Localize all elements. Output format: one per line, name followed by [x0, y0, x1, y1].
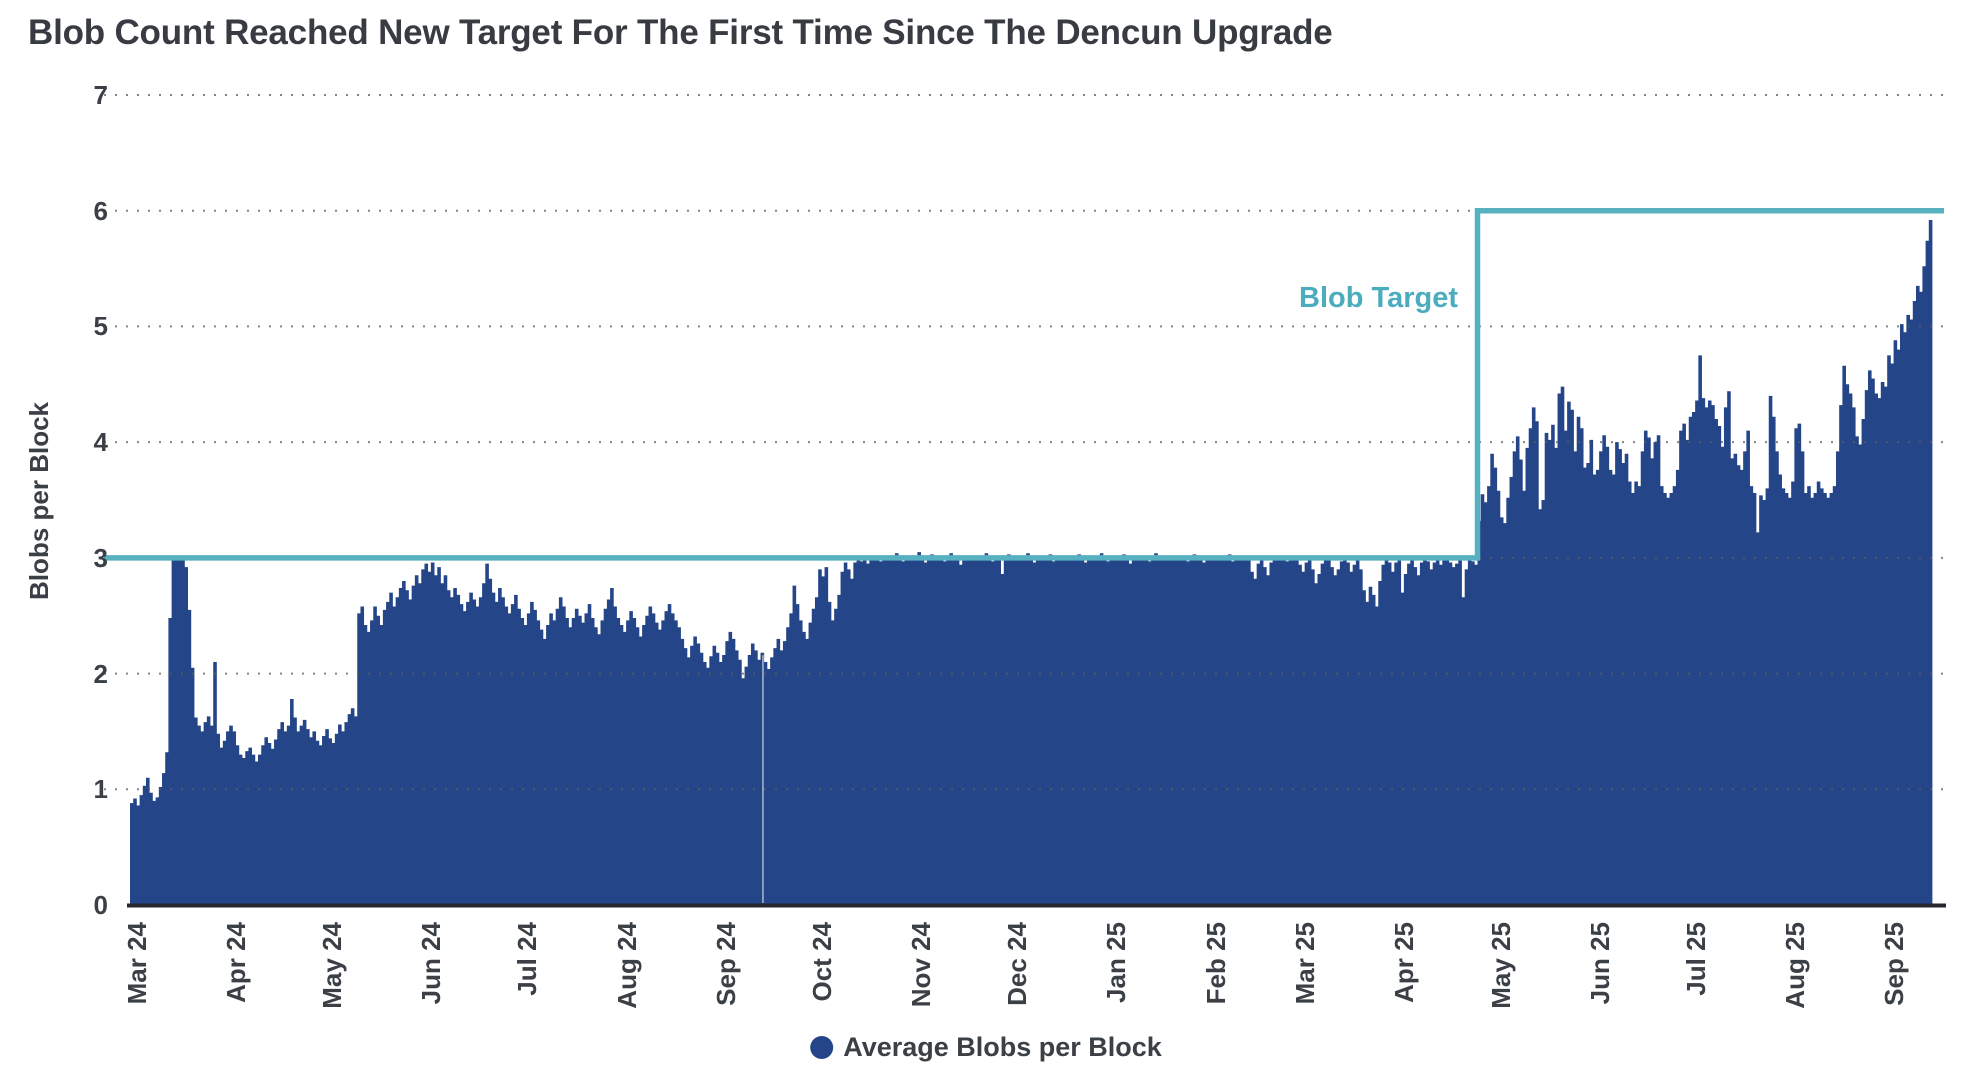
x-tick-label-jan-25: Jan 25: [1101, 922, 1131, 1003]
x-tick-label-aug-24: Aug 24: [612, 922, 642, 1009]
x-tick-label-may-24: May 24: [317, 922, 347, 1009]
x-tick-label-oct-24: Oct 24: [807, 922, 837, 1002]
page-title: Blob Count Reached New Target For The Fi…: [28, 13, 1333, 52]
x-tick-label-jun-24: Jun 24: [416, 922, 446, 1005]
x-tick-label-dec-24: Dec 24: [1002, 922, 1032, 1006]
x-tick-label-jul-24: Jul 24: [512, 922, 542, 996]
legend-circle-icon: [810, 1036, 834, 1059]
y-tick-label-2: 2: [93, 659, 108, 689]
data-gap-line: [762, 655, 764, 903]
y-tick-label-6: 6: [93, 196, 108, 226]
x-tick-label-jul-25: Jul 25: [1681, 922, 1711, 996]
x-axis-line: [127, 903, 1946, 908]
x-tick-label-apr-24: Apr 24: [221, 922, 251, 1003]
legend-label: Average Blobs per Block: [843, 1032, 1162, 1062]
blob-target-step-line: [104, 207, 1944, 561]
x-tick-label-sep-25: Sep 25: [1879, 922, 1909, 1006]
y-tick-label-3: 3: [93, 543, 108, 573]
legend: Average Blobs per Block: [810, 1032, 1162, 1063]
y-tick-label-0: 0: [93, 890, 108, 920]
x-tick-label-mar-24: Mar 24: [122, 922, 152, 1005]
bars-average-blobs-per-block: [130, 219, 1933, 907]
y-tick-label-4: 4: [93, 427, 108, 457]
y-tick-label-1: 1: [93, 774, 108, 804]
y-tick-label-7: 7: [93, 80, 108, 110]
y-tick-label-5: 5: [93, 311, 108, 341]
x-tick-label-apr-25: Apr 25: [1389, 922, 1419, 1003]
x-tick-label-mar-25: Mar 25: [1290, 922, 1320, 1005]
x-tick-label-may-25: May 25: [1486, 922, 1516, 1009]
x-tick-label-feb-25: Feb 25: [1201, 922, 1231, 1005]
blob-target-annotation: Blob Target: [1299, 282, 1458, 314]
x-tick-label-sep-24: Sep 24: [711, 922, 741, 1006]
x-tick-label-jun-25: Jun 25: [1585, 922, 1615, 1005]
x-tick-label-aug-25: Aug 25: [1780, 922, 1810, 1009]
x-tick-label-nov-24: Nov 24: [906, 922, 936, 1008]
